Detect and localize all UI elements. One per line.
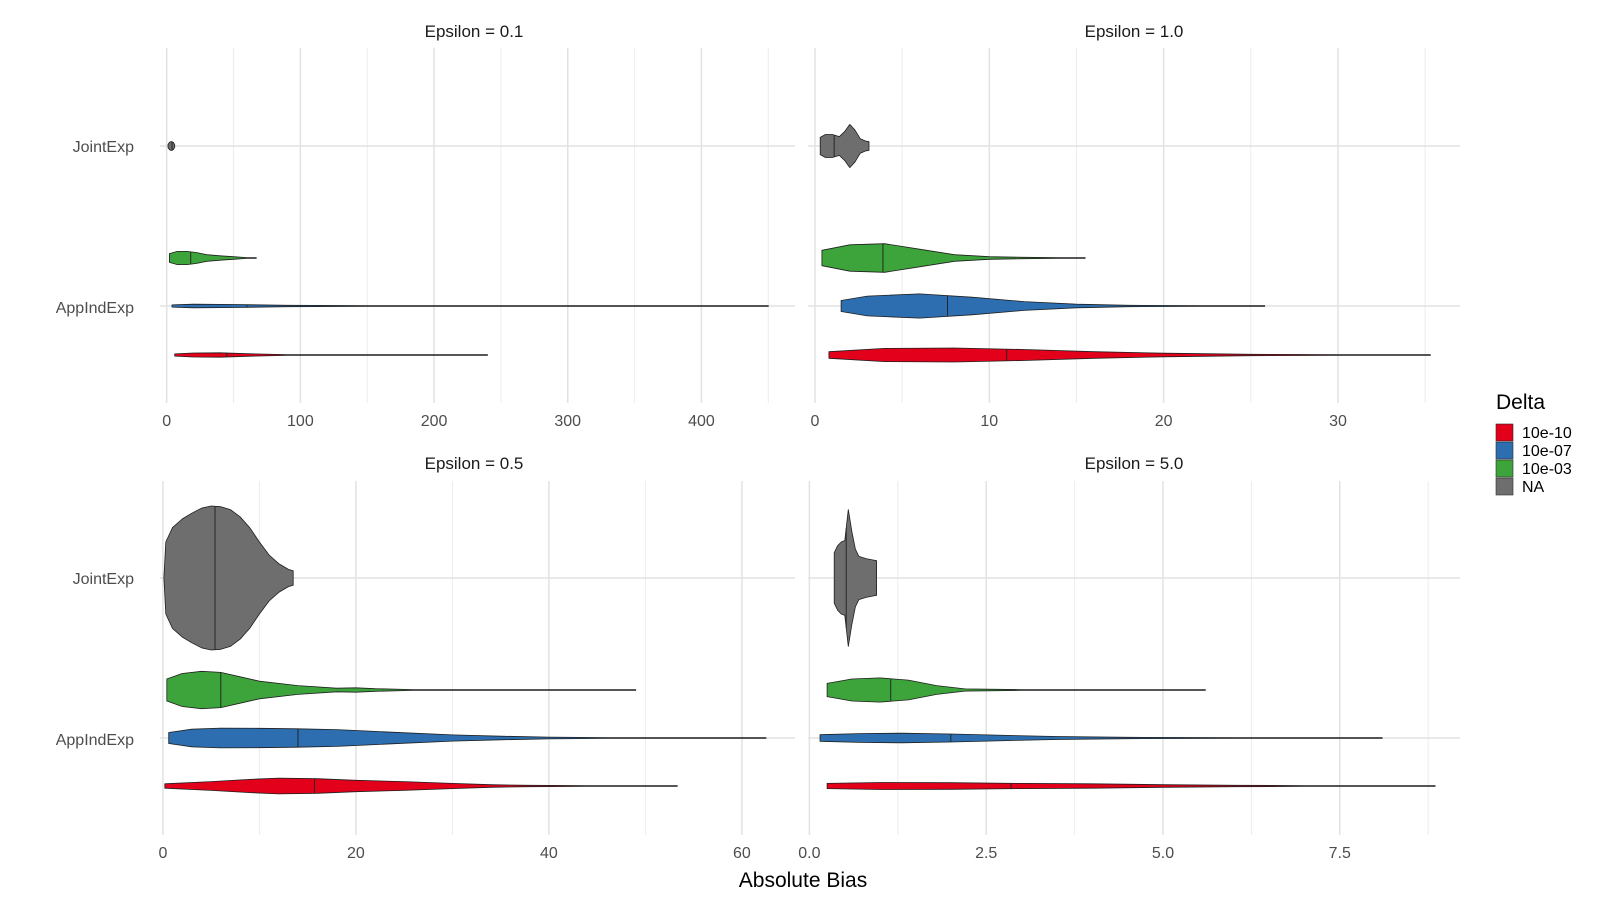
x-tick-label: 0 xyxy=(158,845,167,862)
violin-appindexp-10e-10 xyxy=(164,777,678,795)
y-label-jointexp: JointExp xyxy=(73,139,134,156)
legend: Delta 10e-10 10e-07 10e-03 NA xyxy=(1495,391,1572,496)
violins xyxy=(163,505,767,795)
x-tick-label: 60 xyxy=(733,845,751,862)
violin-appindexp-10e-10 xyxy=(826,782,1436,790)
violin-appindexp-10e-03 xyxy=(169,251,257,265)
x-tick-label: 40 xyxy=(540,845,558,862)
x-tick-label: 7.5 xyxy=(1329,845,1351,862)
grid xyxy=(808,481,1460,835)
violin-appindexp-10e-10 xyxy=(828,347,1431,363)
violin-appindexp-10e-03 xyxy=(826,677,1206,703)
grid xyxy=(160,48,795,403)
violin-appindexp-10e-07 xyxy=(168,727,767,749)
y-label-appindexp: AppIndExp xyxy=(56,732,134,749)
violin-jointexp-na xyxy=(819,124,870,168)
y-label-appindexp: AppIndExp xyxy=(56,300,134,317)
x-axis-title: Absolute Bias xyxy=(739,869,867,892)
violin-appindexp-10e-10 xyxy=(174,352,488,358)
violin-appindexp-10e-07 xyxy=(819,732,1383,744)
y-label-jointexp: JointExp xyxy=(73,571,134,588)
panel-epsilon-0-1: Epsilon = 0.1 0 100 200 300 400 JointExp App… xyxy=(56,22,795,430)
x-tick-label: 30 xyxy=(1329,413,1347,430)
legend-key-10e-07 xyxy=(1495,441,1514,460)
x-tick-label: 0 xyxy=(811,413,820,430)
legend-label-10e-03: 10e-03 xyxy=(1522,461,1572,478)
x-tick-label: 20 xyxy=(1155,413,1173,430)
legend-label-10e-10: 10e-10 xyxy=(1522,425,1572,442)
x-tick-label: 0 xyxy=(162,413,171,430)
legend-label-na: NA xyxy=(1522,479,1545,496)
violins xyxy=(167,141,769,358)
x-tick-labels: 0 20 40 60 xyxy=(158,845,750,862)
violins xyxy=(819,124,1431,363)
x-tick-label: 0.0 xyxy=(798,845,820,862)
violin-appindexp-10e-07 xyxy=(840,293,1266,319)
panel-title: Epsilon = 0.1 xyxy=(425,22,524,41)
legend-label-10e-07: 10e-07 xyxy=(1522,443,1572,460)
x-tick-label: 20 xyxy=(347,845,365,862)
violin-appindexp-10e-03 xyxy=(166,670,637,710)
x-tick-label: 300 xyxy=(554,413,581,430)
panel-title: Epsilon = 1.0 xyxy=(1085,22,1184,41)
x-tick-label: 100 xyxy=(287,413,314,430)
x-tick-label: 400 xyxy=(688,413,715,430)
panel-epsilon-5-0: Epsilon = 5.0 0.0 2.5 5.0 7.5 xyxy=(798,454,1460,862)
panel-title: Epsilon = 0.5 xyxy=(425,454,524,473)
violin-jointexp-na xyxy=(163,505,294,651)
x-tick-labels: 0 10 20 30 xyxy=(811,413,1347,430)
violin-jointexp-na xyxy=(167,141,176,151)
grid xyxy=(808,48,1460,403)
x-tick-label: 10 xyxy=(980,413,998,430)
panel-epsilon-1-0: Epsilon = 1.0 0 10 20 30 xyxy=(808,22,1460,430)
x-tick-label: 2.5 xyxy=(975,845,997,862)
legend-key-10e-10 xyxy=(1495,423,1514,442)
x-tick-label: 5.0 xyxy=(1152,845,1174,862)
violin-appindexp-10e-07 xyxy=(171,303,769,309)
x-tick-label: 200 xyxy=(421,413,448,430)
violin-appindexp-10e-03 xyxy=(821,243,1086,273)
violins xyxy=(819,509,1436,790)
x-tick-labels: 0.0 2.5 5.0 7.5 xyxy=(798,845,1351,862)
legend-key-na xyxy=(1495,477,1514,496)
x-tick-labels: 0 100 200 300 400 xyxy=(162,413,715,430)
panel-title: Epsilon = 5.0 xyxy=(1085,454,1184,473)
legend-key-10e-03 xyxy=(1495,459,1514,478)
legend-title: Delta xyxy=(1496,391,1545,414)
panel-epsilon-0-5: Epsilon = 0.5 0 20 40 60 JointExp AppIndExp xyxy=(56,454,795,862)
violin-jointexp-na xyxy=(833,509,877,647)
